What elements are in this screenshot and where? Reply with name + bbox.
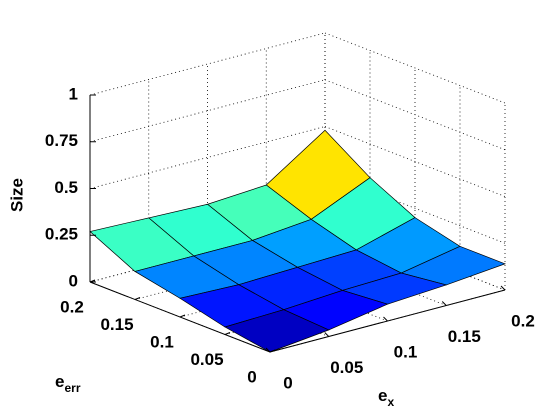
grid-line — [324, 126, 506, 197]
x-tick-label: 0.1 — [394, 342, 418, 361]
x-tick-label: 0.15 — [448, 327, 481, 346]
y-tick-label: 0.15 — [100, 315, 133, 334]
x-tick-label: 0 — [283, 373, 292, 392]
grid-line — [89, 126, 326, 189]
x-tick-label: 0.2 — [511, 311, 535, 330]
y-axis-label-sub: err — [64, 381, 80, 395]
x-tick — [500, 285, 506, 291]
y-tick — [179, 314, 186, 318]
z-tick-label: 1 — [69, 84, 78, 103]
surface — [89, 129, 506, 353]
grid-line — [324, 79, 506, 151]
x-axis-label-sub: x — [387, 395, 394, 409]
grid-line — [324, 32, 506, 104]
y-tick-label: 0.1 — [150, 332, 174, 351]
z-axis-label: Size — [7, 178, 26, 212]
y-tick — [269, 349, 276, 353]
y-tick-label: 0 — [247, 367, 256, 386]
y-tick — [134, 297, 141, 300]
axes: 0 0.25 0.5 0.75 1 0 0.05 0.1 0.15 0.2 0 0.05 0.1 0.15… — [45, 84, 535, 392]
grid-line — [89, 219, 326, 283]
z-tick-label: 0.25 — [45, 225, 78, 244]
grid-line — [89, 79, 326, 143]
y-tick — [89, 279, 96, 283]
z-tick-label: 0 — [69, 271, 78, 290]
y-tick-label: 0.2 — [60, 297, 84, 316]
y-axis-label-base: e — [55, 372, 64, 391]
x-tick — [265, 347, 271, 353]
surface-face — [224, 309, 330, 353]
x-tick-label: 0.05 — [330, 358, 363, 377]
y-tick-label: 0.05 — [190, 350, 223, 369]
y-tick — [224, 332, 231, 335]
grid-line — [89, 32, 326, 96]
x-tick — [324, 332, 330, 337]
x-axis-label: ex — [378, 386, 394, 409]
x-axis-label-base: e — [378, 386, 387, 405]
z-tick-label: 0.75 — [45, 131, 78, 150]
y-axis-label: eerr — [55, 372, 81, 395]
x-tick — [383, 316, 388, 322]
z-tick-label: 0.5 — [54, 178, 78, 197]
x-tick — [441, 301, 447, 306]
